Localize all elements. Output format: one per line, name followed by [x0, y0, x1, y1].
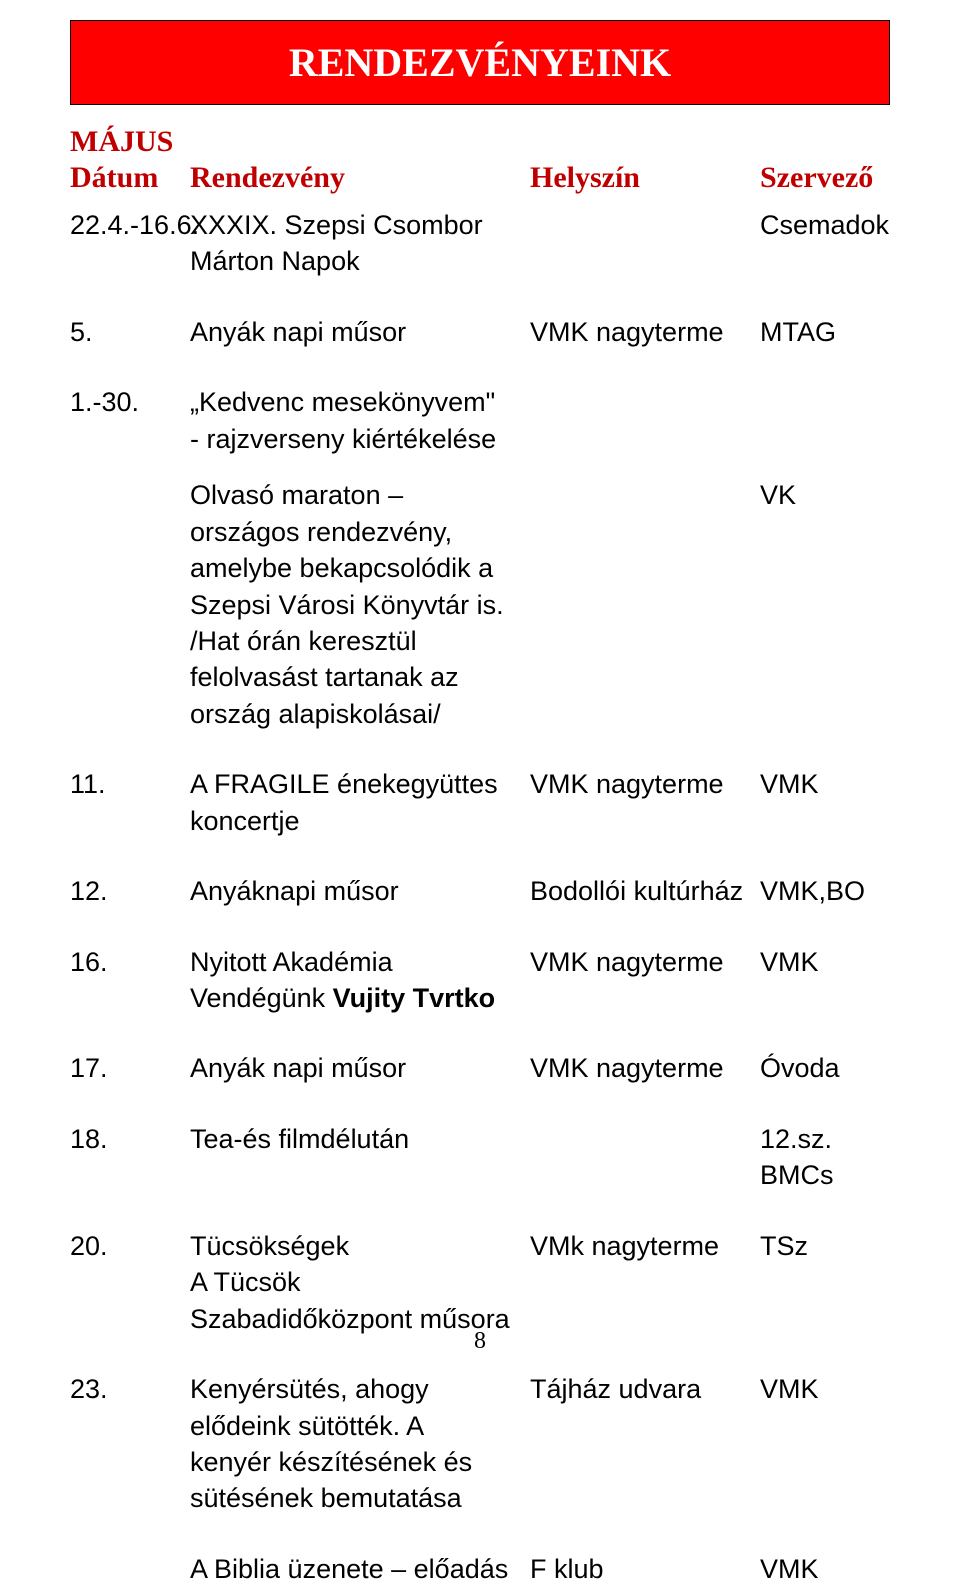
cell-event: Tea-és filmdélután	[190, 1121, 530, 1194]
cell-event: Nyitott Akadémia Vendégünk Vujity Tvrtko	[190, 944, 530, 1017]
cell-venue: F klub	[530, 1551, 760, 1587]
cell-date: 17.	[70, 1050, 190, 1086]
cell-date: 11.	[70, 766, 190, 839]
cell-event: Kenyérsütés, ahogy elődeink sütötték. A …	[190, 1371, 530, 1517]
cell-event: „Kedvenc mesekönyvem" - rajzverseny kiér…	[190, 384, 530, 457]
table-row: A Biblia üzenete – előadás F klub VMK	[70, 1551, 890, 1587]
banner-title: RENDEZVÉNYEINK	[289, 40, 671, 85]
table-row: 20. Tücsökségek A Tücsök Szabadidőközpon…	[70, 1228, 890, 1337]
cell-date	[70, 477, 190, 732]
cell-date: 20.	[70, 1228, 190, 1337]
table-row: 18. Tea-és filmdélután 12.sz. BMCs	[70, 1121, 890, 1194]
cell-event: Anyák napi műsor	[190, 1050, 530, 1086]
cell-date: 18.	[70, 1121, 190, 1194]
cell-organizer: MTAG	[760, 314, 890, 350]
cell-date: 1.-30.	[70, 384, 190, 457]
cell-venue	[530, 1121, 760, 1194]
cell-venue: Bodollói kultúrház	[530, 873, 760, 909]
event-bold: Vujity Tvrtko	[333, 983, 496, 1013]
cell-venue	[530, 384, 760, 457]
cell-venue	[530, 477, 760, 732]
cell-organizer: VK	[760, 477, 890, 732]
col-header-event: Rendezvény	[190, 161, 530, 195]
cell-date: 23.	[70, 1371, 190, 1517]
cell-date: 16.	[70, 944, 190, 1017]
cell-organizer: VMK	[760, 1371, 890, 1517]
cell-organizer	[760, 384, 890, 457]
cell-event: A FRAGILE énekegyüttes koncertje	[190, 766, 530, 839]
cell-venue: Tájház udvara	[530, 1371, 760, 1517]
col-header-organizer: Szervező	[760, 161, 890, 195]
cell-date: 12.	[70, 873, 190, 909]
cell-organizer: VMK	[760, 944, 890, 1017]
cell-event: Anyáknapi műsor	[190, 873, 530, 909]
table-row: 17. Anyák napi műsor VMK nagyterme Óvoda	[70, 1050, 890, 1086]
cell-organizer: TSz	[760, 1228, 890, 1337]
cell-date: 22.4.-16.6.	[70, 207, 190, 280]
table-row: 12. Anyáknapi műsor Bodollói kultúrház V…	[70, 873, 890, 909]
cell-venue: VMK nagyterme	[530, 1050, 760, 1086]
cell-event: Olvasó maraton – országos rendezvény, am…	[190, 477, 530, 732]
table-row: 11. A FRAGILE énekegyüttes koncertje VMK…	[70, 766, 890, 839]
cell-organizer: Óvoda	[760, 1050, 890, 1086]
cell-organizer: VMK,BO	[760, 873, 890, 909]
table-row: Olvasó maraton – országos rendezvény, am…	[70, 477, 890, 732]
table-header: Dátum Rendezvény Helyszín Szervező	[70, 161, 890, 195]
cell-venue: VMK nagyterme	[530, 944, 760, 1017]
table-row: 1.-30. „Kedvenc mesekönyvem" - rajzverse…	[70, 384, 890, 457]
cell-organizer: Csemadok	[760, 207, 890, 280]
cell-organizer: VMK	[760, 766, 890, 839]
cell-event: Tücsökségek A Tücsök Szabadidőközpont mű…	[190, 1228, 530, 1337]
table-row: 23. Kenyérsütés, ahogy elődeink sütötték…	[70, 1371, 890, 1517]
cell-event: XXXIX. Szepsi Csombor Márton Napok	[190, 207, 530, 280]
cell-venue	[530, 207, 760, 280]
cell-date: 5.	[70, 314, 190, 350]
cell-venue: VMk nagyterme	[530, 1228, 760, 1337]
table-row: 22.4.-16.6. XXXIX. Szepsi Csombor Márton…	[70, 207, 890, 280]
month-heading: MÁJUS	[70, 125, 890, 159]
cell-event: A Biblia üzenete – előadás	[190, 1551, 530, 1587]
cell-venue: VMK nagyterme	[530, 766, 760, 839]
col-header-venue: Helyszín	[530, 161, 760, 195]
cell-venue: VMK nagyterme	[530, 314, 760, 350]
page-number: 8	[0, 1328, 960, 1355]
col-header-date: Dátum	[70, 161, 190, 195]
banner: RENDEZVÉNYEINK	[70, 20, 890, 105]
cell-date	[70, 1551, 190, 1587]
table-row: 16. Nyitott Akadémia Vendégünk Vujity Tv…	[70, 944, 890, 1017]
cell-event: Anyák napi műsor	[190, 314, 530, 350]
table-row: 5. Anyák napi műsor VMK nagyterme MTAG	[70, 314, 890, 350]
cell-organizer: VMK	[760, 1551, 890, 1587]
cell-organizer: 12.sz. BMCs	[760, 1121, 890, 1194]
